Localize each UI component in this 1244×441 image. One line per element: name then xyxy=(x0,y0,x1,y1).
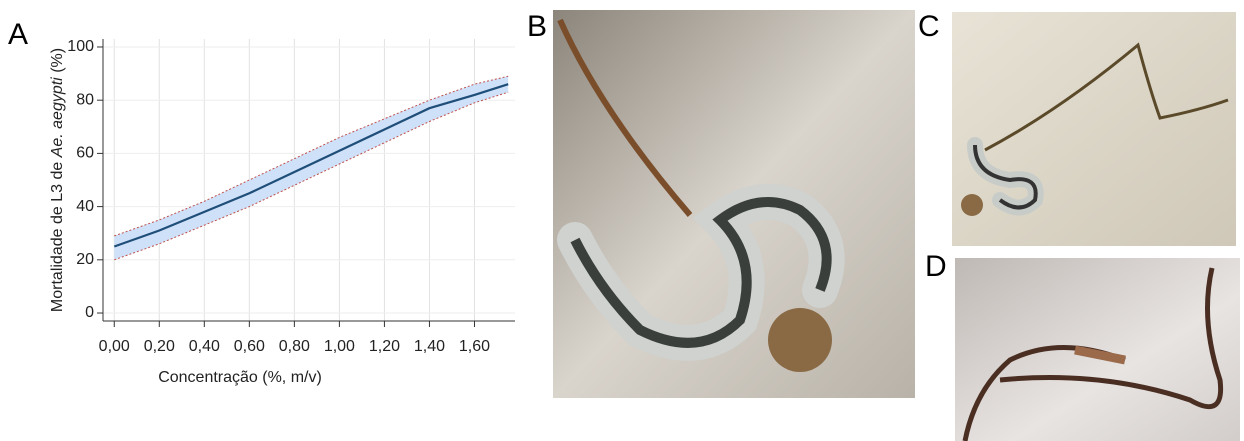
band-upper xyxy=(114,75,509,237)
confidence-band xyxy=(114,76,509,260)
x-axis-label: Concentração (%, m/v) xyxy=(158,369,322,386)
y-tick-label: 0 xyxy=(85,304,94,321)
y-axis-label: Mortalidade de L3 de Ae. aegypti (%) xyxy=(49,48,66,312)
panel-label: D xyxy=(925,250,947,283)
x-tick-label: 0,20 xyxy=(144,338,175,355)
x-tick-label: 0,40 xyxy=(189,338,220,355)
y-label-part: (%) xyxy=(49,48,66,77)
y-tick-label: 60 xyxy=(76,145,94,162)
photo-d xyxy=(955,258,1240,441)
y-tick-label: 100 xyxy=(67,38,94,55)
y-tick-label: 40 xyxy=(76,198,94,215)
x-tick-label: 1,40 xyxy=(414,338,445,355)
x-tick-label: 1,60 xyxy=(459,338,490,355)
x-tick-label: 1,00 xyxy=(324,338,355,355)
photo-b xyxy=(553,10,915,398)
panel-label: A xyxy=(8,18,28,51)
y-label-part: Mortalidade de L3 de xyxy=(49,157,66,312)
x-tick-label: 0,80 xyxy=(279,338,310,355)
panel-label: C xyxy=(918,10,940,43)
y-tick-label: 20 xyxy=(76,251,94,268)
x-tick-label: 0,60 xyxy=(234,338,265,355)
y-label-part: Ae. aegypti xyxy=(49,77,66,159)
panel-label: B xyxy=(527,10,547,43)
fit-line xyxy=(113,83,509,248)
chart: Concentração (%, m/v) Mortalidade de L3 … xyxy=(49,38,515,386)
y-tick-label: 80 xyxy=(76,91,94,108)
x-tick-label: 0,00 xyxy=(99,338,130,355)
x-tick-label: 1,20 xyxy=(369,338,400,355)
band-lower xyxy=(114,91,509,261)
plot-area xyxy=(103,39,515,321)
photo-c xyxy=(952,12,1236,246)
